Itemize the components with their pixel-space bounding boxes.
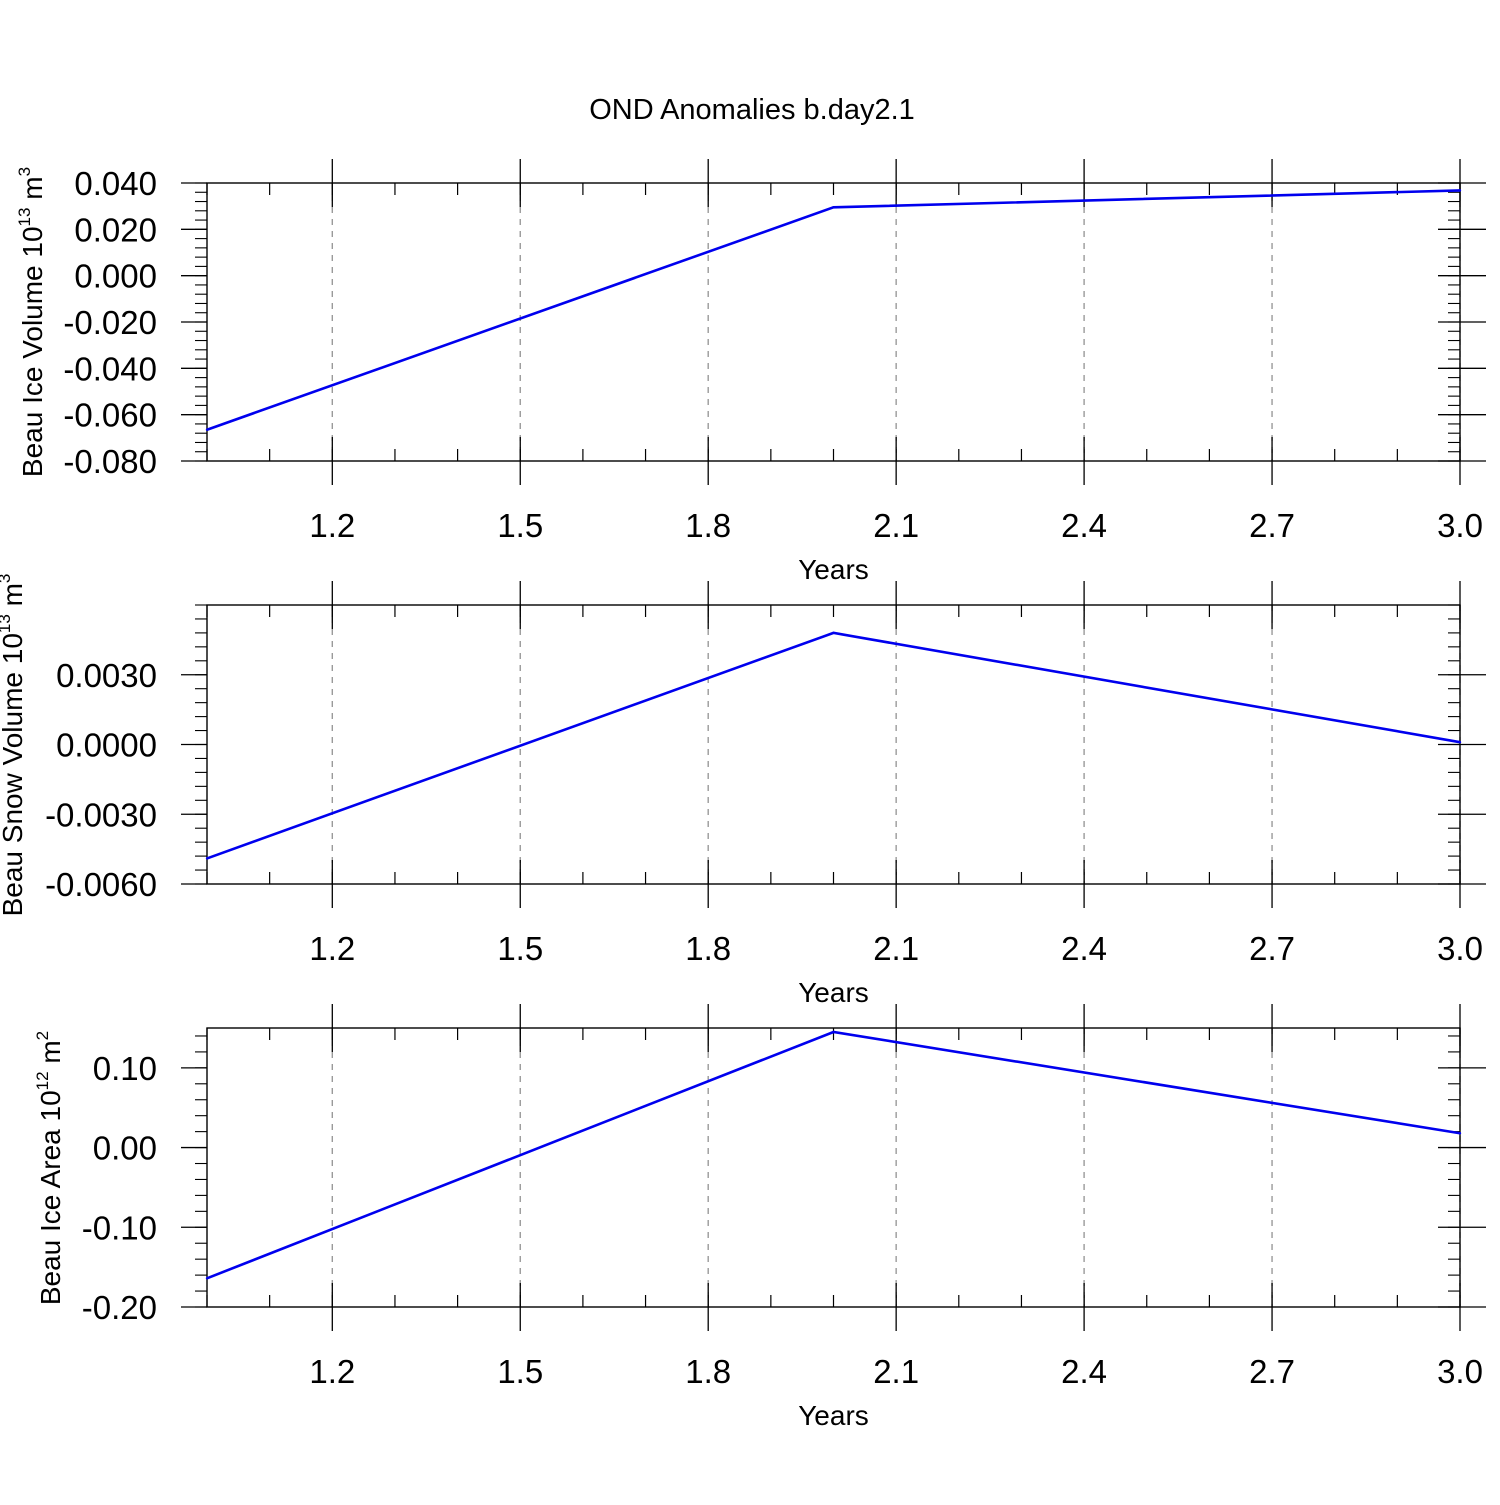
x-tick-label: 1.8 xyxy=(685,1353,731,1390)
y-tick-label: -0.020 xyxy=(63,304,157,341)
x-tick-label: 2.4 xyxy=(1061,1353,1107,1390)
data-point xyxy=(205,857,209,860)
panel-2: -0.0060 -0.0030 0.0000 0.0030 1.2 1.5 1.8 2.1 2.… xyxy=(0,574,1486,1008)
y-axis-label: Beau Ice Volume 1013 m3 xyxy=(15,167,48,477)
x-tick-label: 1.2 xyxy=(309,930,355,967)
x-tick-label: 1.5 xyxy=(497,1353,543,1390)
data-point xyxy=(832,206,835,209)
x-tick-label: 1.8 xyxy=(685,930,731,967)
chart-title: OND Anomalies b.day2.1 xyxy=(589,94,915,126)
panels: -0.080 -0.060 -0.040 -0.020 0.000 0.020 0.040 1… xyxy=(0,159,1486,1431)
x-axis-label: Years xyxy=(798,1400,869,1431)
data-point xyxy=(832,631,835,635)
y-tick-label: 0.020 xyxy=(74,211,157,248)
x-tick-label: 3.0 xyxy=(1437,1353,1483,1390)
x-tick-label: 1.8 xyxy=(685,507,731,544)
x-tick-label: 1.2 xyxy=(309,507,355,544)
y-tick-label: 0.000 xyxy=(74,258,157,295)
x-tick-label: 2.1 xyxy=(873,1353,919,1390)
y-tick-label: 0.0000 xyxy=(56,727,157,764)
x-tick-label: 1.2 xyxy=(309,1353,355,1390)
x-tick-label: 1.5 xyxy=(497,930,543,967)
y-tick-label: -0.0060 xyxy=(45,866,157,903)
x-axis-label: Years xyxy=(798,977,869,1008)
data-point xyxy=(1458,1132,1462,1135)
x-tick-label: 2.4 xyxy=(1061,507,1107,544)
x-tick-label: 2.7 xyxy=(1249,1353,1295,1390)
data-point xyxy=(832,1030,835,1034)
x-axis-label: Years xyxy=(798,554,869,585)
data-point xyxy=(1458,740,1462,744)
x-tick-label: 2.1 xyxy=(873,507,919,544)
x-tick-label: 2.7 xyxy=(1249,507,1295,544)
data-point xyxy=(205,1277,209,1280)
series-line xyxy=(206,189,1461,431)
data-point xyxy=(1458,189,1462,192)
x-tick-label: 3.0 xyxy=(1437,930,1483,967)
y-tick-label: 0.0030 xyxy=(56,657,157,694)
y-axis-label: Beau Ice Area 1012 m2 xyxy=(33,1031,66,1305)
y-tick-label: -0.20 xyxy=(82,1289,157,1326)
panel-1: -0.080 -0.060 -0.040 -0.020 0.000 0.020 0.040 1… xyxy=(15,159,1486,585)
y-tick-label: 0.00 xyxy=(93,1130,157,1167)
x-tick-label: 3.0 xyxy=(1437,507,1483,544)
x-tick-label: 2.4 xyxy=(1061,930,1107,967)
y-axis-label: Beau Snow Volume 1013 m3 xyxy=(0,574,28,917)
y-tick-label: -0.10 xyxy=(82,1209,157,1246)
panel-3: -0.20 -0.10 0.00 0.10 1.2 1.5 1.8 2.1 2.4 2.7 3.0 Y… xyxy=(33,1004,1486,1431)
x-tick-label: 1.5 xyxy=(497,507,543,544)
y-tick-label: -0.040 xyxy=(63,350,157,387)
y-tick-label: 0.10 xyxy=(93,1050,157,1087)
y-tick-label: -0.0030 xyxy=(45,796,157,833)
y-tick-label: 0.040 xyxy=(74,165,157,202)
x-tick-label: 2.7 xyxy=(1249,930,1295,967)
data-point xyxy=(205,428,209,431)
y-tick-label: -0.060 xyxy=(63,397,157,434)
y-tick-label: -0.080 xyxy=(63,443,157,480)
x-tick-label: 2.1 xyxy=(873,930,919,967)
